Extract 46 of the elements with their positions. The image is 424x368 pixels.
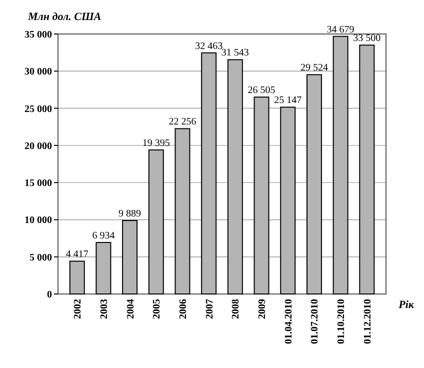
- x-tick-label: 2005: [152, 299, 163, 319]
- bar: [96, 242, 112, 294]
- x-tick-label: 2004: [125, 299, 136, 319]
- data-label: 22 256: [168, 116, 196, 128]
- data-label: 34 679: [326, 24, 354, 36]
- y-tick-label: 0: [47, 290, 52, 300]
- bar: [254, 96, 270, 294]
- y-tick-label: 25 000: [24, 104, 52, 115]
- x-tick-label: 01.12.2010: [362, 299, 374, 344]
- bar: [227, 59, 243, 294]
- x-tick-label: 2007: [204, 299, 216, 319]
- data-label: 4 417: [66, 249, 88, 260]
- bar: [280, 106, 296, 294]
- x-tick-label: 2002: [72, 299, 84, 319]
- bar: [148, 149, 164, 294]
- x-axis-title: Рік: [398, 299, 414, 311]
- bar: [69, 260, 85, 294]
- y-tick-label: 5 000: [30, 252, 52, 264]
- x-tick-label: 2009: [257, 299, 268, 319]
- bar: [201, 52, 217, 294]
- y-tick-label: 30 000: [24, 66, 52, 78]
- bar: [306, 74, 322, 294]
- data-label: 19 395: [142, 138, 170, 149]
- data-label: 6 934: [92, 230, 115, 242]
- y-axis-title: Млн дол. США: [27, 11, 102, 23]
- bar: [359, 44, 375, 294]
- bar: [332, 36, 348, 294]
- x-tick-label: 01.10.2010: [336, 299, 348, 344]
- y-tick-label: 10 000: [24, 215, 52, 226]
- data-label: 29 524: [300, 62, 328, 74]
- bar: [122, 220, 138, 294]
- x-tick-label: 2008: [230, 299, 242, 319]
- data-label: 26 505: [248, 85, 276, 96]
- y-tick-label: 35 000: [24, 30, 52, 40]
- x-tick-label: 2003: [98, 299, 110, 319]
- x-tick-label: 01.04.2010: [283, 299, 294, 344]
- x-tick-label: 01.07.2010: [310, 299, 321, 344]
- y-tick-label: 20 000: [24, 140, 52, 152]
- y-tick-label: 15 000: [24, 178, 52, 190]
- data-label: 33 500: [353, 33, 381, 44]
- x-tick-label: 2006: [178, 299, 189, 319]
- data-label: 25 147: [274, 95, 302, 106]
- data-label: 9 889: [118, 208, 142, 220]
- bar: [174, 128, 190, 294]
- data-label: 31 543: [221, 48, 249, 59]
- data-label: 32 463: [195, 40, 223, 52]
